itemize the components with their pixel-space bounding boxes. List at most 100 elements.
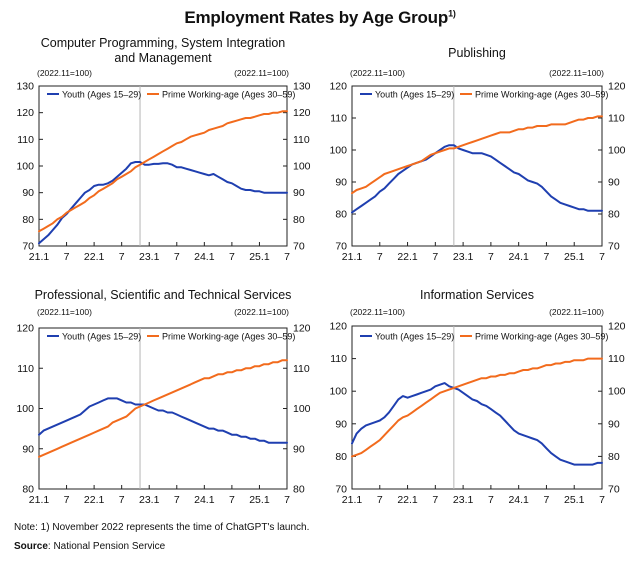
x-tick-label: 25.1	[249, 251, 270, 263]
x-tick-label: 21.1	[342, 494, 363, 506]
index-label-left: (2022.11=100)	[37, 68, 92, 78]
y-tick-label-left: 110	[17, 134, 34, 146]
series-line-prime-working-age	[38, 110, 288, 233]
x-tick-label: 7	[488, 494, 494, 506]
x-tick-label: 22.1	[397, 494, 418, 506]
x-tick-label: 24.1	[508, 494, 529, 506]
y-tick-label-left: 100	[329, 145, 347, 157]
chart-title-line: and Management	[114, 51, 212, 65]
plot-frame	[351, 325, 603, 490]
y-tick-label-right: 110	[293, 363, 310, 375]
x-tick-label: 24.1	[508, 251, 529, 263]
x-tick-label: 7	[432, 494, 438, 506]
y-tick-label-left: 100	[16, 403, 34, 415]
y-tick-label-right: 120	[608, 81, 626, 93]
x-tick-label: 24.1	[194, 494, 215, 506]
y-tick-label-right: 70	[608, 241, 620, 253]
x-tick-label: 7	[119, 494, 125, 506]
x-tick-label: 21.1	[29, 251, 50, 263]
y-tick-label-left: 90	[335, 177, 347, 189]
series-line-prime-working-age	[38, 359, 288, 458]
y-tick-label-left: 100	[329, 386, 347, 398]
y-tick-label-right: 110	[608, 353, 625, 365]
y-tick-label-right: 110	[608, 113, 625, 125]
y-tick-label-left: 130	[16, 81, 34, 93]
legend-label-prime-working-age: Prime Working-age (Ages 30–59)	[475, 332, 608, 342]
x-tick-label: 22.1	[84, 494, 105, 506]
x-tick-label: 23.1	[139, 494, 160, 506]
y-tick-label-right: 100	[293, 161, 311, 173]
x-tick-label: 25.1	[564, 494, 585, 506]
legend-label-youth: Youth (Ages 15–29)	[62, 332, 141, 342]
chart-panel-1: Computer Programming, System Integration…	[16, 36, 310, 263]
y-tick-label-right: 70	[293, 241, 305, 253]
page-title: Employment Rates by Age Group1)	[0, 8, 640, 28]
legend-label-prime-working-age: Prime Working-age (Ages 30–59)	[162, 90, 295, 100]
y-tick-label-right: 80	[608, 209, 620, 221]
legend-label-prime-working-age: Prime Working-age (Ages 30–59)	[162, 332, 295, 342]
chart-title-line: Information Services	[420, 288, 534, 302]
y-tick-label-left: 120	[329, 81, 347, 93]
y-tick-label-right: 90	[608, 177, 620, 189]
y-tick-label-left: 90	[22, 443, 34, 455]
x-tick-label: 22.1	[84, 251, 105, 263]
y-tick-label-right: 100	[293, 403, 311, 415]
y-tick-label-left: 110	[17, 363, 34, 375]
title-footnote-marker: 1)	[448, 8, 456, 19]
y-tick-label-left: 80	[335, 451, 347, 463]
x-tick-label: 7	[64, 251, 70, 263]
x-tick-label: 7	[432, 251, 438, 263]
series-line-youth	[351, 144, 603, 214]
y-tick-label-right: 130	[293, 81, 311, 93]
x-tick-label: 23.1	[453, 251, 474, 263]
x-tick-label: 7	[64, 494, 70, 506]
y-tick-label-right: 80	[293, 484, 305, 496]
chart-title-line: Computer Programming, System Integration	[41, 36, 286, 50]
y-tick-label-right: 120	[293, 107, 311, 119]
y-tick-label-right: 90	[293, 443, 305, 455]
legend-label-youth: Youth (Ages 15–29)	[375, 332, 454, 342]
y-tick-label-left: 80	[22, 484, 34, 496]
y-tick-label-left: 90	[335, 418, 347, 430]
title-text: Employment Rates by Age Group	[184, 8, 449, 27]
y-tick-label-left: 80	[22, 214, 34, 226]
source-text: : National Pension Service	[47, 541, 166, 552]
index-label-right: (2022.11=100)	[549, 68, 604, 78]
y-tick-label-right: 120	[608, 321, 626, 333]
plot-frame	[38, 327, 288, 490]
legend-label-prime-working-age: Prime Working-age (Ages 30–59)	[475, 90, 608, 100]
x-tick-label: 7	[229, 251, 235, 263]
y-tick-label-left: 100	[16, 161, 34, 173]
x-tick-label: 7	[284, 494, 290, 506]
x-tick-label: 21.1	[29, 494, 50, 506]
y-tick-label-right: 100	[608, 145, 626, 157]
series-line-youth	[38, 397, 288, 444]
x-tick-label: 7	[377, 251, 383, 263]
y-tick-label-left: 70	[335, 241, 347, 253]
series-line-youth	[351, 382, 603, 466]
x-tick-label: 21.1	[342, 251, 363, 263]
chart-panel-2: Publishing (2022.11=100) (2022.11=100) 70 70…	[329, 46, 625, 263]
x-tick-label: 7	[544, 494, 550, 506]
y-tick-label-left: 120	[16, 323, 34, 335]
y-tick-label-left: 70	[335, 484, 347, 496]
x-tick-label: 24.1	[194, 251, 215, 263]
index-label-right: (2022.11=100)	[234, 68, 289, 78]
x-tick-label: 25.1	[249, 494, 270, 506]
x-tick-label: 7	[599, 494, 605, 506]
y-tick-label-left: 110	[330, 113, 347, 125]
y-tick-label-left: 120	[16, 107, 34, 119]
index-label-right: (2022.11=100)	[234, 307, 289, 317]
legend-label-youth: Youth (Ages 15–29)	[375, 90, 454, 100]
y-tick-label-right: 90	[293, 187, 305, 199]
x-tick-label: 7	[599, 251, 605, 263]
index-label-left: (2022.11=100)	[350, 68, 405, 78]
series-line-prime-working-age	[351, 357, 603, 458]
y-tick-label-left: 80	[335, 209, 347, 221]
plot-frame	[38, 85, 288, 247]
y-tick-label-right: 110	[293, 134, 310, 146]
x-tick-label: 25.1	[564, 251, 585, 263]
x-tick-label: 7	[229, 494, 235, 506]
y-tick-label-left: 110	[330, 353, 347, 365]
x-tick-label: 7	[377, 494, 383, 506]
